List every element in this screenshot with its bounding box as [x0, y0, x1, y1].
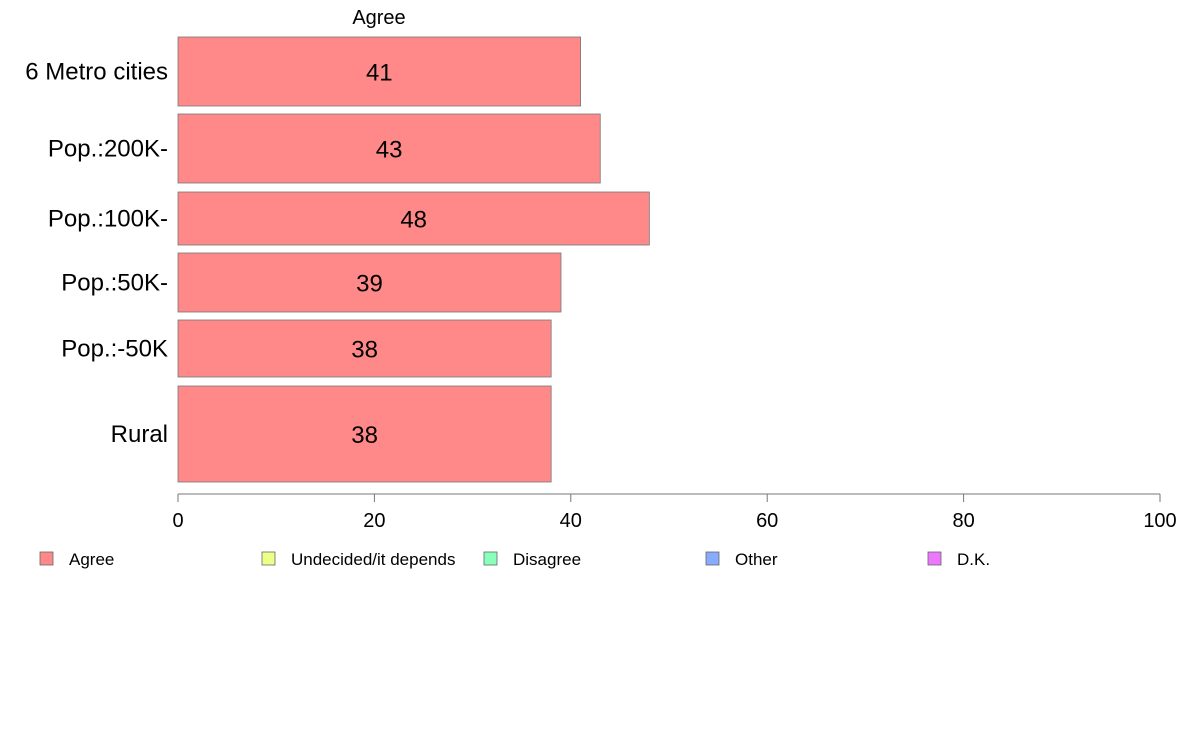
category-label: Pop.:-50K	[61, 336, 168, 363]
data-label: 43	[376, 137, 403, 164]
bar	[177, 385, 552, 483]
legend-swatch	[927, 551, 942, 566]
bar	[177, 191, 650, 246]
legend-swatch	[261, 551, 276, 566]
legend-label: Agree	[69, 550, 114, 569]
category-label: Rural	[111, 421, 168, 448]
bar	[177, 252, 562, 313]
bar	[177, 36, 582, 107]
x-axis: 0 20 40 60 80 100	[172, 493, 1177, 532]
category-label: Pop.:100K-	[48, 206, 168, 233]
x-tick-label: 20	[363, 510, 385, 532]
category-label: Pop.:200K-	[48, 136, 168, 163]
data-label: 48	[400, 207, 427, 234]
legend-label: Other	[735, 550, 778, 569]
data-label: 39	[356, 271, 383, 298]
legend-label: Disagree	[513, 550, 581, 569]
x-tick-label: 80	[952, 510, 974, 532]
legend-label: Undecided/it depends	[291, 550, 455, 569]
bar	[177, 113, 601, 184]
data-label: 38	[351, 337, 378, 364]
x-tick-label: 40	[560, 510, 582, 532]
legend: Agree Undecided/it depends Disagree Other D.…	[39, 550, 990, 569]
bar	[177, 319, 552, 378]
bars-layer: 6 Metro cities 41 Pop.:200K- 43 Pop.:100K- 48…	[25, 36, 650, 483]
legend-swatch	[39, 551, 54, 566]
legend-swatch	[483, 551, 498, 566]
chart-title: Agree	[352, 7, 405, 29]
x-tick-label: 0	[172, 510, 183, 532]
x-tick-label: 100	[1143, 510, 1176, 532]
legend-swatch	[705, 551, 720, 566]
legend-label: D.K.	[957, 550, 990, 569]
x-tick-label: 60	[756, 510, 778, 532]
data-label: 38	[351, 422, 378, 449]
data-label: 41	[366, 60, 393, 87]
category-label: Pop.:50K-	[61, 270, 168, 297]
category-label: 6 Metro cities	[25, 59, 168, 86]
